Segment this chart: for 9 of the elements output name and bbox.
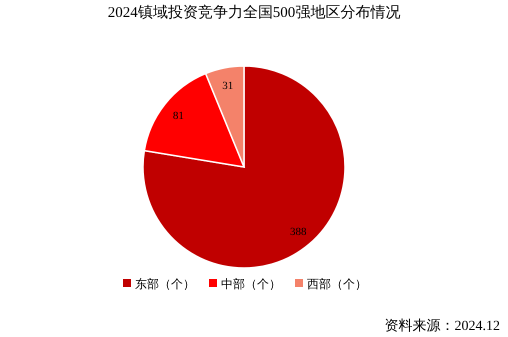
pie-slice <box>142 65 346 269</box>
legend-label: 西部（个） <box>307 277 367 291</box>
text: 资料来源：2024.12 <box>384 318 500 334</box>
chart-title: 2024镇域投资竞争力全国500强地区分布情况 <box>108 4 400 21</box>
data-label: 81 <box>172 110 184 122</box>
legend-label: 中部（个） <box>221 277 281 291</box>
data-label: 388 <box>290 226 307 238</box>
legend-label: 东部（个） <box>135 277 195 291</box>
data-label: 31 <box>222 80 234 92</box>
